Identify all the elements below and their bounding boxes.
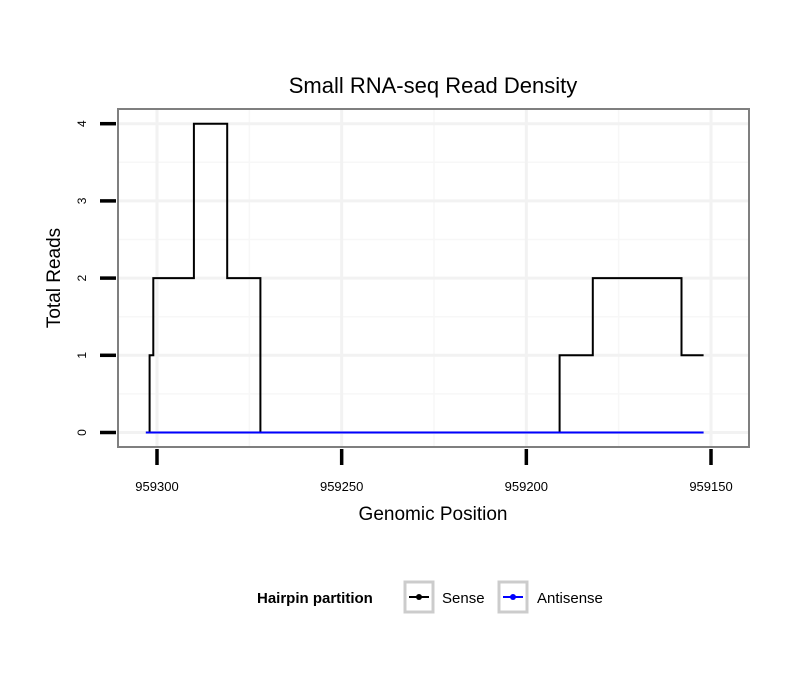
legend-title: Hairpin partition xyxy=(257,590,373,607)
y-tick-label: 3 xyxy=(75,197,89,204)
x-axis-label: Genomic Position xyxy=(359,504,508,525)
y-tick-label: 4 xyxy=(75,120,89,127)
y-tick-label: 0 xyxy=(75,429,89,436)
x-axis-ticks: 959300 959250 959200 959150 xyxy=(135,449,733,494)
x-tick-label: 959250 xyxy=(320,479,363,494)
series-layer xyxy=(145,122,704,434)
legend-swatch-point-sense xyxy=(416,594,422,600)
x-tick-label: 959200 xyxy=(505,479,548,494)
legend-label-sense: Sense xyxy=(442,590,485,607)
legend-label-antisense: Antisense xyxy=(537,590,603,607)
y-tick-label: 1 xyxy=(75,352,89,359)
chart-title: Small RNA-seq Read Density xyxy=(289,73,578,98)
y-tick-label: 2 xyxy=(75,274,89,281)
y-axis-label: Total Reads xyxy=(44,228,65,328)
panel-border xyxy=(117,108,750,448)
y-axis-ticks: 0 1 2 3 4 xyxy=(75,120,116,436)
x-tick-label: 959150 xyxy=(689,479,732,494)
series-line-sense xyxy=(145,122,704,434)
x-tick-label: 959300 xyxy=(135,479,178,494)
legend: Hairpin partition Sense Antisense xyxy=(257,580,603,614)
legend-swatch-point-antisense xyxy=(510,594,516,600)
